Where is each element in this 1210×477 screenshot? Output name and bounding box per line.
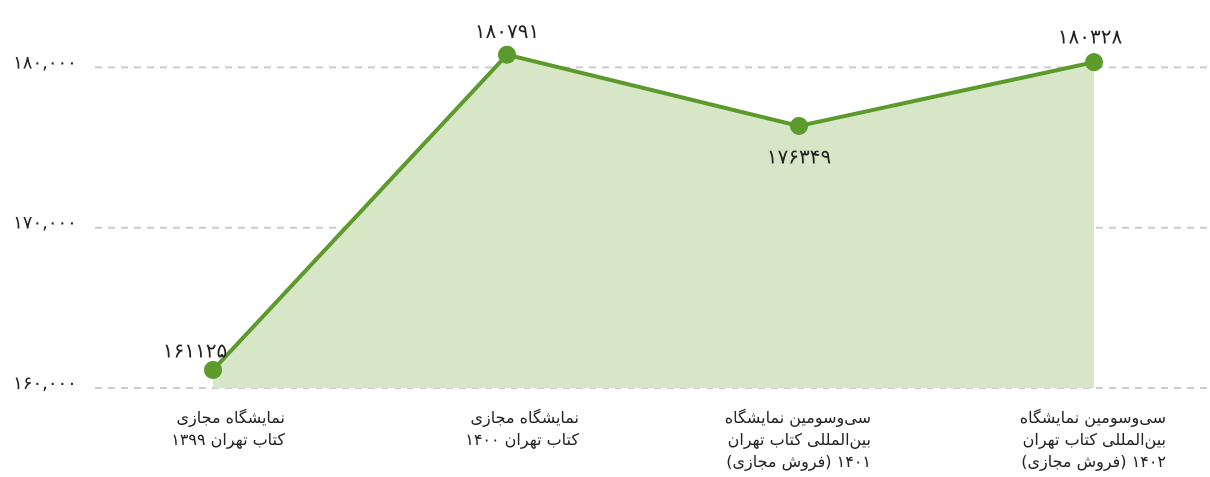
line [211, 52, 1095, 372]
y-tick-label: ۱۶۰,۰۰۰ [13, 373, 77, 394]
x-tick-label: نمایشگاه مجازی کتاب تهران ۱۴۰۰ [465, 408, 579, 450]
y-tick-label: ۱۸۰,۰۰۰ [13, 52, 77, 73]
x-tick-label: نمایشگاه مجازی کتاب تهران ۱۳۹۹ [171, 408, 285, 450]
value-label: ۱۶۱۱۲۵ [163, 338, 227, 362]
x-tick-label: سی‌وسومین نمایشگاه بین‌المللی کتاب تهران(… [1020, 408, 1166, 472]
value-label: ۱۸۰۳۲۸ [1058, 25, 1123, 49]
y-tick-label: ۱۷۰,۰۰۰ [13, 213, 77, 234]
x-tick-label: سی‌وسومین نمایشگاه بین‌المللی کتاب تهران(… [725, 408, 871, 472]
point [1085, 53, 1103, 72]
point [790, 116, 808, 135]
point [204, 360, 222, 379]
point [498, 45, 516, 64]
value-label: ۱۸۰۷۹۱ [475, 19, 539, 43]
area [213, 54, 1094, 388]
value-label: ۱۷۶۳۴۹ [767, 144, 831, 168]
